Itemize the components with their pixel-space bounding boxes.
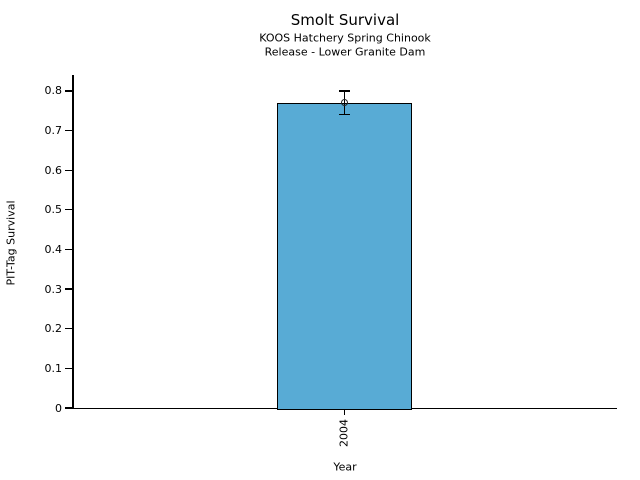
error-bar-cap-bottom <box>339 113 351 116</box>
bar-2004 <box>277 102 413 410</box>
y-tick-mark <box>64 209 72 211</box>
error-bar-cap-top <box>339 90 351 92</box>
x-axis-label: Year <box>333 460 357 474</box>
y-tick-mark <box>64 129 72 132</box>
x-tick-mark <box>344 409 346 415</box>
chart-subtitle-line1: KOOS Hatchery Spring Chinook <box>259 31 431 45</box>
y-tick-mark <box>64 407 72 409</box>
y-tick-mark <box>64 248 72 251</box>
y-tick-mark <box>64 328 72 330</box>
y-tick-label: 0.1 <box>44 361 63 375</box>
y-tick-label: 0.3 <box>44 282 63 296</box>
error-bar-marker <box>341 99 349 107</box>
y-tick-mark <box>64 169 72 171</box>
y-tick-label: 0.8 <box>44 84 63 98</box>
chart-subtitle-line2: Release - Lower Granite Dam <box>264 45 426 59</box>
y-tick-label: 0.7 <box>44 124 63 137</box>
y-axis-label: PIT-Tag Survival <box>4 200 18 286</box>
y-axis-line <box>72 75 74 409</box>
y-tick-mark <box>64 367 72 370</box>
y-tick-label: 0 <box>55 401 62 415</box>
x-tick-label: 2004 <box>337 419 351 447</box>
y-tick-label: 0.2 <box>44 322 63 336</box>
y-tick-label: 0.4 <box>44 242 63 256</box>
y-tick-label: 0.6 <box>44 163 63 177</box>
y-tick-mark <box>64 90 72 92</box>
chart-title: Smolt Survival <box>290 11 400 29</box>
y-tick-label: 0.5 <box>44 203 63 217</box>
y-tick-mark <box>64 288 72 290</box>
